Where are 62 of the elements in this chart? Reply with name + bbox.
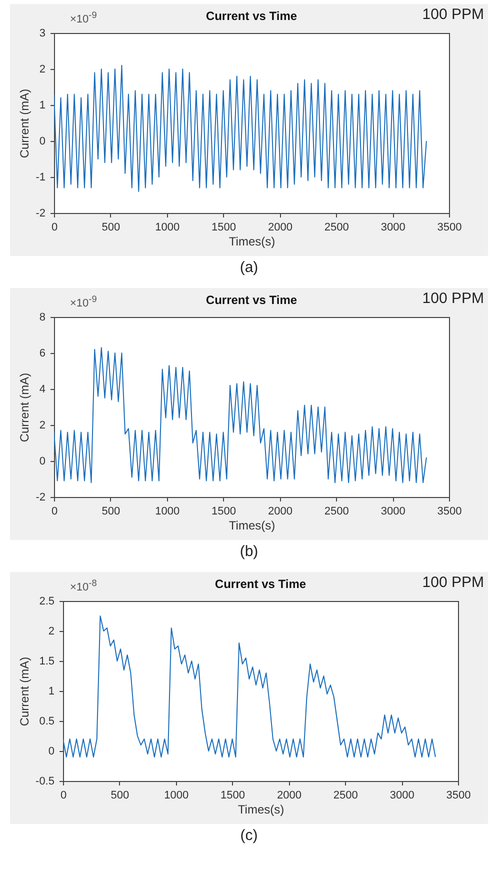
x-tick-label: 0	[60, 790, 67, 802]
x-tick-label: 3000	[380, 506, 406, 518]
text: ×10$^{-9}$	[70, 10, 97, 26]
x-tick-label: 3000	[390, 790, 414, 802]
y-tick-label: 6	[39, 348, 46, 360]
y-tick-label: 3	[39, 28, 46, 40]
y-tick-label: 1.5	[39, 656, 54, 668]
y-tick-label: 0	[39, 456, 46, 468]
y-tick-label: -2	[36, 492, 46, 504]
y-tick-label: 1	[39, 100, 46, 112]
line-series	[54, 64, 427, 192]
x-axis-title: Times(s)	[228, 234, 276, 248]
text: 100 PPM	[422, 574, 484, 591]
text: (c)	[239, 826, 259, 846]
y-tick-label: -2	[36, 208, 46, 220]
y-tick-label: 2	[39, 64, 46, 76]
text: 100 PPM	[422, 6, 484, 23]
y-tick-label: -0.5	[36, 776, 54, 788]
x-tick-label: 2500	[324, 506, 349, 518]
y-tick-label: 0	[48, 746, 54, 758]
chart-title: Current vs Time	[206, 293, 298, 307]
text: (a)	[238, 258, 260, 278]
x-tick-label: 1000	[155, 222, 180, 234]
x-tick-label: 2000	[268, 506, 292, 518]
x-tick-label: 2500	[333, 790, 358, 802]
x-tick-label: 1500	[212, 506, 236, 518]
x-axis-title: Times(s)	[238, 802, 284, 816]
chart-title: Current vs Time	[214, 577, 306, 591]
x-tick-label: 2000	[276, 790, 302, 802]
y-tick-label: 1	[48, 686, 54, 698]
text: ×10$^{-8}$	[70, 578, 97, 594]
line-series	[63, 616, 436, 758]
y-axis-title: Current (mA)	[18, 372, 32, 442]
x-tick-label: 2000	[268, 222, 292, 234]
line-series	[54, 347, 427, 484]
x-axis-title: Times(s)	[228, 518, 276, 532]
y-tick-label: 2.5	[39, 596, 54, 608]
y-tick-label: 4	[39, 384, 46, 396]
y-tick-label: 0	[39, 136, 46, 148]
x-tick-label: 3500	[437, 222, 462, 234]
x-tick-label: 500	[102, 222, 120, 234]
x-tick-label: 1000	[164, 790, 189, 802]
y-tick-label: 8	[39, 312, 46, 324]
chart-title: Current vs Time	[206, 9, 298, 23]
text: ×10$^{-9}$	[70, 294, 97, 310]
y-tick-label: -1	[36, 172, 46, 184]
y-axis-title: Current (mA)	[18, 656, 32, 726]
x-tick-label: 2500	[324, 222, 349, 234]
x-tick-label: 500	[110, 790, 130, 802]
x-tick-label: 1500	[220, 790, 246, 802]
y-axis-title: Current (mA)	[18, 88, 32, 158]
x-tick-label: 3500	[446, 790, 471, 802]
text: (b)	[238, 542, 260, 562]
y-tick-label: 0.5	[39, 716, 54, 728]
x-tick-label: 3500	[437, 506, 462, 518]
text: 100 PPM	[422, 290, 484, 307]
x-tick-label: 500	[102, 506, 120, 518]
x-tick-label: 1000	[155, 506, 180, 518]
y-tick-label: 2	[39, 420, 46, 432]
x-tick-label: 3000	[380, 222, 406, 234]
y-tick-label: 2	[48, 626, 54, 638]
x-tick-label: 1500	[212, 222, 236, 234]
